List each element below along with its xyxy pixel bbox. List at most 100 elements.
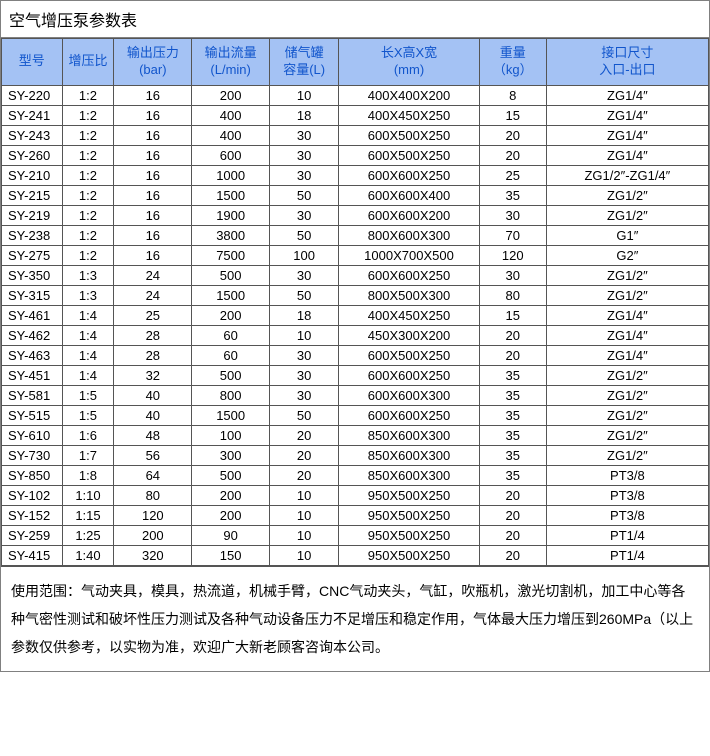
table-row: SY-7301:75630020850X600X30035ZG1/2″ <box>2 445 709 465</box>
table-cell: ZG1/2″ <box>546 405 708 425</box>
table-cell: 1:5 <box>62 385 114 405</box>
table-cell: 50 <box>270 285 339 305</box>
table-cell: 60 <box>192 345 270 365</box>
table-cell: 80 <box>479 285 546 305</box>
table-cell: 200 <box>192 305 270 325</box>
table-cell: 20 <box>270 425 339 445</box>
table-cell: 120 <box>479 245 546 265</box>
table-cell: SY-238 <box>2 225 63 245</box>
table-cell: 60 <box>192 325 270 345</box>
table-row: SY-5811:54080030600X600X30035ZG1/2″ <box>2 385 709 405</box>
table-cell: 1:2 <box>62 225 114 245</box>
table-cell: 70 <box>479 225 546 245</box>
table-cell: ZG1/4″ <box>546 305 708 325</box>
table-cell: ZG1/4″ <box>546 345 708 365</box>
table-cell: PT1/4 <box>546 525 708 545</box>
table-cell: 35 <box>479 185 546 205</box>
table-cell: 30 <box>479 205 546 225</box>
table-cell: SY-260 <box>2 145 63 165</box>
table-row: SY-4151:4032015010950X500X25020PT1/4 <box>2 545 709 565</box>
table-cell: 800X500X300 <box>339 285 480 305</box>
table-cell: 80 <box>114 485 192 505</box>
column-header-2: 输出压力(bar) <box>114 39 192 86</box>
table-cell: 500 <box>192 465 270 485</box>
table-cell: SY-462 <box>2 325 63 345</box>
table-cell: 20 <box>270 465 339 485</box>
column-header-5: 长X高X宽(mm) <box>339 39 480 86</box>
table-row: SY-2191:216190030600X600X20030ZG1/2″ <box>2 205 709 225</box>
table-cell: 200 <box>114 525 192 545</box>
table-cell: ZG1/2″ <box>546 445 708 465</box>
table-row: SY-1521:1512020010950X500X25020PT3/8 <box>2 505 709 525</box>
table-cell: 50 <box>270 225 339 245</box>
table-cell: 600X500X250 <box>339 145 480 165</box>
table-cell: SY-730 <box>2 445 63 465</box>
table-row: SY-3151:324150050800X500X30080ZG1/2″ <box>2 285 709 305</box>
table-row: SY-4621:4286010450X300X20020ZG1/4″ <box>2 325 709 345</box>
table-cell: 50 <box>270 405 339 425</box>
table-cell: 10 <box>270 545 339 565</box>
table-cell: 1500 <box>192 285 270 305</box>
table-cell: 400 <box>192 105 270 125</box>
table-cell: 600 <box>192 145 270 165</box>
table-cell: SY-259 <box>2 525 63 545</box>
table-header: 型号增压比输出压力(bar)输出流量(L/min)储气罐容量(L)长X高X宽(m… <box>2 39 709 86</box>
table-cell: 400 <box>192 125 270 145</box>
table-cell: SY-461 <box>2 305 63 325</box>
table-cell: 1:4 <box>62 345 114 365</box>
table-cell: ZG1/2″ <box>546 185 708 205</box>
table-cell: 16 <box>114 205 192 225</box>
table-cell: ZG1/4″ <box>546 85 708 105</box>
table-cell: ZG1/2″-ZG1/4″ <box>546 165 708 185</box>
column-header-4: 储气罐容量(L) <box>270 39 339 86</box>
table-cell: ZG1/2″ <box>546 425 708 445</box>
table-cell: SY-275 <box>2 245 63 265</box>
table-cell: 3800 <box>192 225 270 245</box>
table-cell: 200 <box>192 505 270 525</box>
table-cell: 30 <box>270 205 339 225</box>
table-cell: 1:2 <box>62 85 114 105</box>
table-cell: 35 <box>479 405 546 425</box>
table-cell: 20 <box>479 145 546 165</box>
column-header-6: 重量（kg） <box>479 39 546 86</box>
table-cell: 30 <box>270 165 339 185</box>
table-cell: 100 <box>192 425 270 445</box>
table-row: SY-4611:42520018400X450X25015ZG1/4″ <box>2 305 709 325</box>
table-cell: 20 <box>479 345 546 365</box>
table-cell: 20 <box>479 125 546 145</box>
table-cell: SY-210 <box>2 165 63 185</box>
table-cell: 16 <box>114 125 192 145</box>
table-cell: 100 <box>270 245 339 265</box>
table-cell: 40 <box>114 385 192 405</box>
table-cell: 16 <box>114 225 192 245</box>
table-cell: SY-850 <box>2 465 63 485</box>
table-body: SY-2201:21620010400X400X2008ZG1/4″SY-241… <box>2 85 709 565</box>
table-cell: SY-451 <box>2 365 63 385</box>
table-cell: 16 <box>114 85 192 105</box>
table-cell: 1:8 <box>62 465 114 485</box>
table-cell: SY-610 <box>2 425 63 445</box>
table-cell: 850X600X300 <box>339 425 480 445</box>
table-cell: 25 <box>114 305 192 325</box>
table-cell: 200 <box>192 85 270 105</box>
table-cell: 24 <box>114 285 192 305</box>
table-cell: 600X500X250 <box>339 345 480 365</box>
table-cell: SY-415 <box>2 545 63 565</box>
table-cell: 30 <box>270 125 339 145</box>
table-cell: 35 <box>479 365 546 385</box>
table-cell: SY-243 <box>2 125 63 145</box>
table-row: SY-2201:21620010400X400X2008ZG1/4″ <box>2 85 709 105</box>
column-header-1: 增压比 <box>62 39 114 86</box>
table-cell: 300 <box>192 445 270 465</box>
parameter-table-container: 空气增压泵参数表 型号增压比输出压力(bar)输出流量(L/min)储气罐容量(… <box>0 0 710 672</box>
table-row: SY-8501:86450020850X600X30035PT3/8 <box>2 465 709 485</box>
table-cell: 1:4 <box>62 305 114 325</box>
column-header-3: 输出流量(L/min) <box>192 39 270 86</box>
table-cell: 1:7 <box>62 445 114 465</box>
table-cell: 600X600X250 <box>339 265 480 285</box>
table-cell: 1:2 <box>62 245 114 265</box>
table-cell: 25 <box>479 165 546 185</box>
table-cell: 600X600X250 <box>339 165 480 185</box>
table-row: SY-3501:32450030600X600X25030ZG1/2″ <box>2 265 709 285</box>
table-cell: 600X600X250 <box>339 365 480 385</box>
